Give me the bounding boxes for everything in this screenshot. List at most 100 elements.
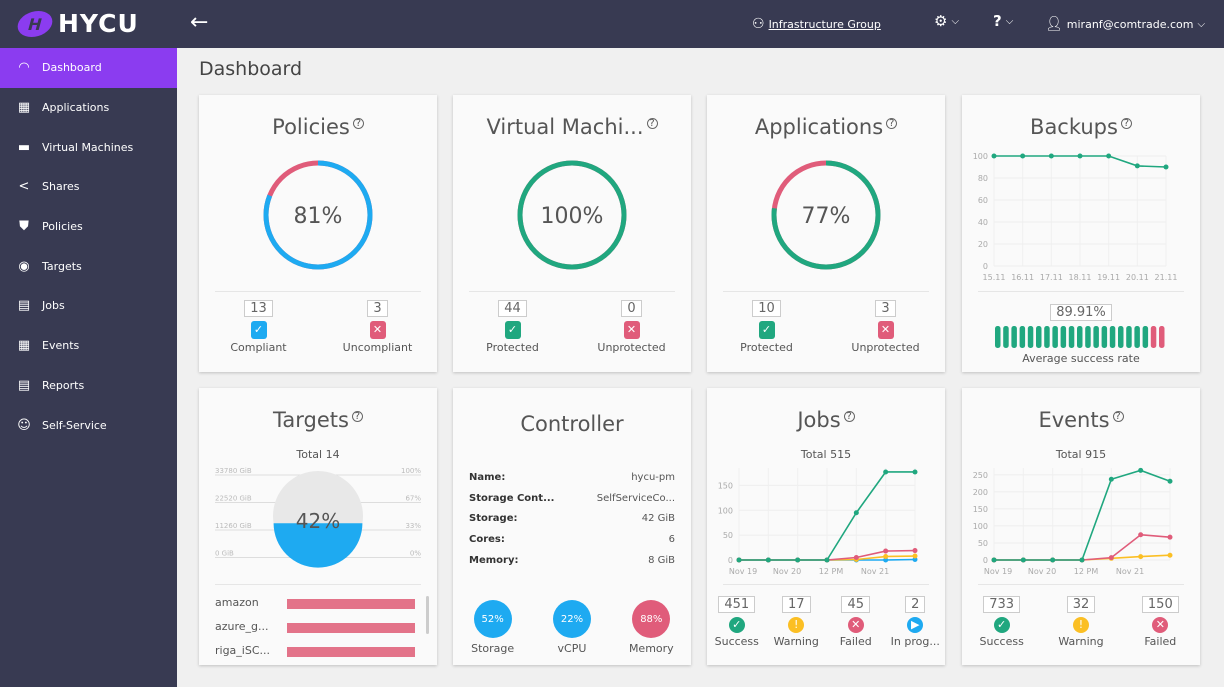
x-tick-label: Nov 19: [729, 567, 757, 576]
target-name[interactable]: amazon: [215, 596, 259, 609]
stat-warning[interactable]: 32! Warning: [1041, 596, 1120, 648]
info-key: Cores:: [469, 534, 505, 546]
data-point: [1050, 557, 1056, 563]
status-icon: ✕: [847, 617, 864, 633]
stat-protected[interactable]: 10 ✓ Protected: [722, 300, 812, 354]
stat-uncompliant[interactable]: 3 ✕ Uncompliant: [333, 300, 423, 354]
help-icon[interactable]: ?: [646, 118, 658, 129]
success-rate-bar: [1060, 326, 1067, 348]
sidebar-item-events[interactable]: ▦ Events: [0, 326, 177, 366]
divider: [978, 584, 1184, 585]
group-link[interactable]: Infrastructure Group: [768, 17, 881, 31]
policies-card[interactable]: Policies? 81% 13 ✓ Compliant 3 ✕ Uncompliant: [199, 95, 437, 372]
chart: [995, 326, 1165, 348]
data-point: [1138, 554, 1144, 560]
usage-row: 52% Storage 22% vCPU 88% Memory: [453, 600, 691, 655]
chart: 33780 GiB 100% 22520 GiB 67% 11260 GiB 33% 0 G…: [215, 467, 421, 568]
y-tick-label: 150: [973, 505, 988, 514]
dashboard-icon: ◠: [18, 60, 30, 76]
stat-unprotected[interactable]: 0 ✕ Unprotected: [587, 300, 677, 354]
sidebar-item-label: Events: [42, 339, 80, 353]
stat-count: 10: [752, 300, 781, 317]
card-title: Virtual Machi...?: [453, 115, 691, 139]
divider: [978, 291, 1184, 292]
sidebar-item-dashboard[interactable]: ◠ Dashboard: [0, 48, 177, 88]
stat-count: 17: [781, 596, 811, 613]
stat-unprotected[interactable]: 3 ✕ Unprotected: [841, 300, 931, 354]
help-menu[interactable]: ? ⌵: [993, 12, 1013, 30]
target-name[interactable]: riga_iSC...: [215, 644, 271, 657]
sidebar-item-jobs[interactable]: ▤ Jobs: [0, 286, 177, 326]
stat-compliant[interactable]: 13 ✓ Compliant: [214, 300, 304, 354]
scale-label-left: 11260 GiB: [215, 522, 252, 530]
target-name[interactable]: azure_g...: [215, 620, 269, 633]
usage-memory[interactable]: 88% Memory: [621, 600, 681, 655]
info-key: Storage Cont...: [469, 492, 555, 504]
info-key: Memory:: [469, 554, 519, 566]
chart: 81%: [263, 160, 373, 270]
help-icon[interactable]: ?: [352, 118, 364, 129]
sidebar-item-virtual-machines[interactable]: ▬ Virtual Machines: [0, 127, 177, 167]
stat-success[interactable]: 733 ✓ Success: [962, 596, 1041, 648]
usage-storage[interactable]: 52% Storage: [463, 600, 523, 655]
stat-failed[interactable]: 150 ✕ Failed: [1121, 596, 1200, 648]
stat-count: 44: [498, 300, 527, 317]
scrollbar[interactable]: [426, 596, 429, 634]
controller-card[interactable]: Controller Name: hycu-pm Storage Cont... Sel…: [453, 388, 691, 665]
x-tick-label: 12 PM: [1074, 567, 1099, 576]
card-title: Policies?: [199, 115, 437, 139]
sidebar-item-applications[interactable]: ▦ Applications: [0, 88, 177, 128]
x-tick-label: 20.11: [1126, 273, 1149, 282]
total-label: Total 915: [1055, 448, 1107, 461]
apps-card[interactable]: Applications? 77% 10 ✓ Protected 3 ✕ Unprotecte…: [707, 95, 945, 372]
group-selector[interactable]: ⚇ Infrastructure Group: [752, 16, 924, 32]
success-rate-bar: [1003, 326, 1009, 348]
scale-label-right: 100%: [401, 467, 421, 475]
data-point: [1020, 153, 1026, 159]
divider: [215, 584, 421, 585]
card-title-text: Jobs: [797, 408, 841, 432]
jobs-card[interactable]: Jobs? Total 515 0 50 100 150 Nov 19 Nov 20 12 PM…: [707, 388, 945, 665]
chart: 0 50 100 150 Nov 19 Nov 20 12 PM Nov 21: [718, 468, 918, 576]
info-value: hycu-pm: [631, 472, 675, 483]
status-icon: ✓: [758, 321, 775, 339]
data-point: [1079, 557, 1085, 563]
success-rate-bar: [1159, 326, 1165, 348]
data-point: [795, 557, 801, 563]
hycu-logo[interactable]: H HYCU: [14, 9, 139, 38]
stat-failed[interactable]: 45 ✕ Failed: [826, 596, 886, 648]
user-menu[interactable]: 👤︎ miranf@comtrade.com ⌵: [1045, 16, 1205, 32]
stat-protected[interactable]: 44 ✓ Protected: [468, 300, 558, 354]
stat-count: 451: [718, 596, 756, 613]
y-tick-label: 100: [973, 152, 988, 161]
help-icon[interactable]: ?: [351, 411, 363, 422]
help-icon[interactable]: ?: [886, 118, 898, 129]
events-card[interactable]: Events? Total 915 0 50 100 150 200 250 Nov 19 Nov…: [962, 388, 1200, 665]
success-rate-bar: [1126, 326, 1132, 348]
usage-circle: 88%: [632, 600, 671, 638]
sidebar-item-reports[interactable]: ▤ Reports: [0, 366, 177, 406]
help-icon[interactable]: ?: [1112, 411, 1124, 422]
success-rate-bar: [1052, 326, 1058, 348]
report-icon: ▤: [17, 377, 31, 393]
sidebar-item-self-service[interactable]: ☺ Self-Service: [0, 405, 177, 445]
card-title-text: Virtual Machi...: [486, 115, 644, 139]
sidebar-item-policies[interactable]: ⛊ Policies: [0, 207, 177, 247]
stat-inprog[interactable]: 2 ▶ In prog...: [886, 596, 946, 648]
usage-vcpu[interactable]: 22% vCPU: [542, 600, 602, 655]
stat-success[interactable]: 451 ✓ Success: [707, 596, 767, 648]
vms-card[interactable]: Virtual Machi...? 100% 44 ✓ Protected 0 ✕ Unpro…: [453, 95, 691, 372]
settings-menu[interactable]: ⚙ ⌵: [934, 12, 959, 30]
targets-card[interactable]: Targets? Total 14 33780 GiB 100% 22520 GiB 67…: [199, 388, 437, 665]
back-arrow-icon[interactable]: ←: [190, 10, 209, 35]
success-rate-bar: [1150, 326, 1157, 348]
backups-card[interactable]: Backups? 0 20 40 60 80 100 15.11 16.11 17.11 18.11…: [962, 95, 1200, 372]
stat-warning[interactable]: 17! Warning: [767, 596, 827, 648]
stat-label: In prog...: [890, 635, 940, 648]
help-icon[interactable]: ?: [843, 411, 855, 422]
success-rate: 89.91%: [962, 301, 1200, 321]
sidebar-item-targets[interactable]: ◉ Targets: [0, 246, 177, 286]
help-icon[interactable]: ?: [1120, 118, 1132, 129]
success-rate-bar: [1077, 326, 1083, 348]
sidebar-item-shares[interactable]: < Shares: [0, 167, 177, 207]
